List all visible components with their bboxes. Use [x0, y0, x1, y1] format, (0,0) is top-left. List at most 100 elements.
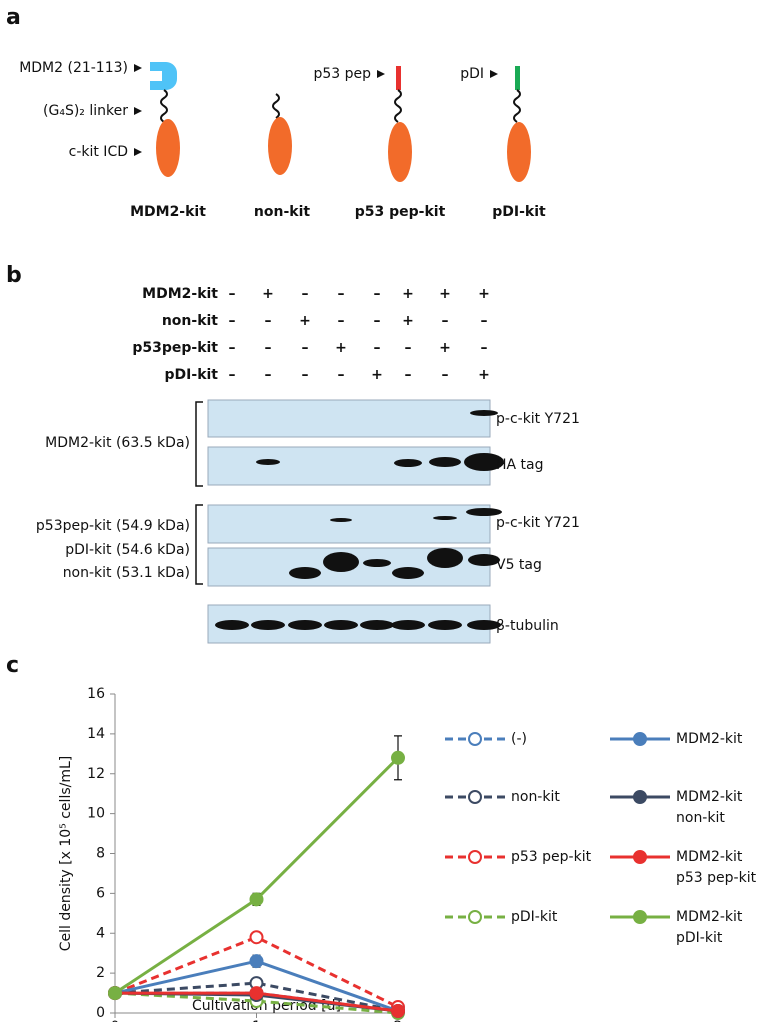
blot-right-label: β-tubulin [496, 618, 559, 634]
legend-marker [468, 790, 482, 804]
peptide-label: p53 pep [313, 66, 371, 82]
western-blot [207, 399, 504, 644]
band [324, 620, 358, 630]
legend-marker [468, 732, 482, 746]
data-point [108, 986, 122, 1001]
sign: – [229, 313, 236, 329]
band [289, 567, 321, 579]
sign: – [338, 367, 345, 383]
constructs [150, 62, 531, 182]
blot-left-label: non-kit (53.1 kDa) [63, 565, 190, 581]
blot-left-label: pDI-kit (54.6 kDa) [65, 542, 190, 558]
sign: – [265, 367, 272, 383]
band [470, 410, 498, 416]
arrowheads [134, 64, 498, 156]
sign: – [374, 286, 381, 302]
legend-marker [633, 850, 647, 864]
x-axis-label: Cultivation period [d] [192, 998, 341, 1014]
data-point [249, 954, 264, 969]
sign: + [299, 313, 311, 329]
y-tick-label: 4 [96, 925, 105, 941]
row-label: pDI-kit [165, 367, 219, 383]
blot-left-label: p53pep-kit (54.9 kDa) [36, 518, 190, 534]
legend-label: pDI-kit [511, 909, 558, 925]
sign: – [338, 313, 345, 329]
band [215, 620, 249, 630]
legend-label: MDM2-kit p53 pep-kit [676, 849, 757, 886]
sign: – [265, 340, 272, 356]
row-label: non-kit [162, 313, 218, 329]
band [429, 457, 461, 467]
series-line [114, 991, 399, 1015]
sign: – [302, 286, 309, 302]
sign: + [402, 313, 414, 329]
y-tick-label: 6 [96, 885, 105, 901]
sign: – [405, 340, 412, 356]
blot-right-label: p-c-kit Y721 [496, 515, 580, 531]
x-tick-label: 2 [394, 1019, 403, 1022]
peptide-label: pDI [460, 66, 484, 82]
domain-label: c-kit ICD [69, 144, 128, 160]
legend-marker [633, 732, 647, 746]
y-tick-label: 2 [96, 965, 105, 981]
y-tick-label: 8 [96, 846, 105, 862]
sign: – [405, 367, 412, 383]
band [323, 552, 359, 572]
blot-right-label: p-c-kit Y721 [496, 411, 580, 427]
sign: – [302, 340, 309, 356]
y-tick-label: 12 [87, 766, 105, 782]
legend-marker [468, 850, 482, 864]
sign: + [335, 340, 347, 356]
construct-name: non-kit [254, 204, 310, 220]
domain-label: (G₄S)₂ linker [43, 103, 128, 119]
sign: – [442, 313, 449, 329]
band [360, 620, 394, 630]
row-label: MDM2-kit [142, 286, 218, 302]
sign: + [371, 367, 383, 383]
y-tick-label: 14 [87, 726, 105, 742]
panel-label: a [6, 5, 21, 30]
sign: + [478, 367, 490, 383]
data-point [249, 986, 264, 1001]
sign: – [265, 313, 272, 329]
legend-marker [468, 910, 482, 924]
sign: – [374, 313, 381, 329]
data-point [391, 750, 405, 765]
band [464, 453, 504, 471]
data-point [249, 892, 264, 907]
blot-box [207, 399, 491, 438]
legend-label: p53 pep-kit [511, 849, 592, 865]
data-point [391, 1004, 405, 1019]
construct-name: MDM2-kit [130, 204, 206, 220]
construct-name: pDI-kit [492, 204, 546, 220]
sign: – [302, 367, 309, 383]
band [428, 620, 462, 630]
band [467, 620, 501, 630]
band [466, 508, 502, 516]
x-tick-label: 1 [252, 1019, 261, 1022]
legend-label: MDM2-kit pDI-kit [676, 909, 743, 946]
sign: – [338, 286, 345, 302]
legend-marker [633, 790, 647, 804]
y-tick-label: 0 [96, 1005, 105, 1021]
sign: – [229, 286, 236, 302]
blot-box [207, 504, 491, 544]
sign: + [402, 286, 414, 302]
band [256, 459, 280, 465]
band [394, 459, 422, 467]
legend-label: MDM2-kit [676, 731, 743, 747]
legend-label: (-) [511, 731, 527, 747]
data-point [249, 930, 264, 945]
sign: + [439, 286, 451, 302]
y-tick-label: 16 [87, 686, 105, 702]
band [391, 620, 425, 630]
band [330, 518, 352, 522]
y-axis-label: Cell density [x 10⁵ cells/mL] [58, 756, 74, 951]
x-tick-label: 0 [111, 1019, 120, 1022]
band [251, 620, 285, 630]
sign: – [481, 313, 488, 329]
row-label: p53pep-kit [132, 340, 218, 356]
blot-left-label: MDM2-kit (63.5 kDa) [45, 435, 190, 451]
sign: – [229, 340, 236, 356]
